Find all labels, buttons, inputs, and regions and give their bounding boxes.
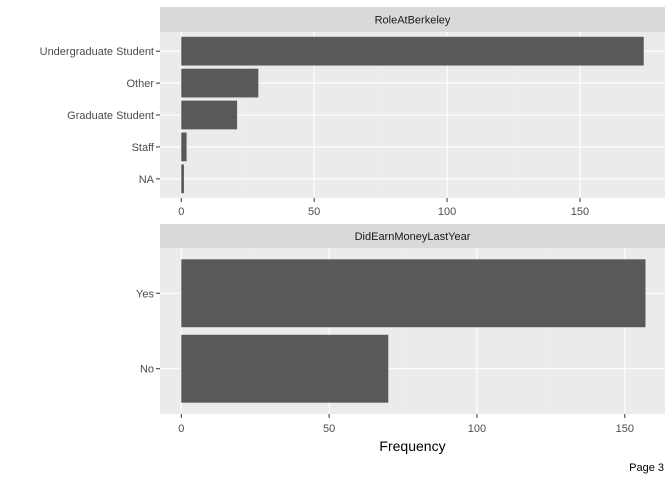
- bar-other: [181, 68, 259, 98]
- y-tick-label: Graduate Student: [67, 110, 154, 122]
- x-tick-label: 150: [616, 423, 634, 435]
- bar-yes: [181, 259, 646, 328]
- facet-strip: [160, 7, 665, 32]
- bar-na: [181, 164, 184, 194]
- bar-staff: [181, 132, 187, 162]
- x-tick-label: 150: [571, 206, 589, 218]
- x-tick-label: 0: [178, 423, 184, 435]
- y-tick-label: Yes: [136, 288, 154, 300]
- x-tick-label: 100: [438, 206, 456, 218]
- y-tick-label: Staff: [132, 142, 155, 154]
- x-tick-label: 50: [323, 423, 335, 435]
- x-tick-label: 100: [468, 423, 486, 435]
- page-label: Page 3: [629, 462, 664, 474]
- facet-strip: [160, 224, 665, 248]
- y-tick-label: No: [140, 364, 154, 376]
- x-tick-label: 50: [308, 206, 320, 218]
- bar-graduate-student: [181, 100, 238, 130]
- x-axis-title: Frequency: [379, 438, 445, 454]
- facet-panel-0: RoleAtBerkeley Undergraduate Student Other…: [40, 7, 665, 218]
- y-tick-label: Undergraduate Student: [40, 46, 154, 58]
- x-tick-label: 0: [178, 206, 184, 218]
- y-tick-label: NA: [139, 174, 155, 186]
- y-tick-label: Other: [126, 78, 154, 90]
- facet-title: RoleAtBerkeley: [375, 15, 451, 27]
- facet-panel-1: DidEarnMoneyLastYear Yes No 0 50 100 150 Freque…: [136, 224, 665, 454]
- facet-title: DidEarnMoneyLastYear: [355, 231, 471, 243]
- bar-undergraduate-student: [181, 36, 644, 66]
- bar-no: [181, 334, 389, 403]
